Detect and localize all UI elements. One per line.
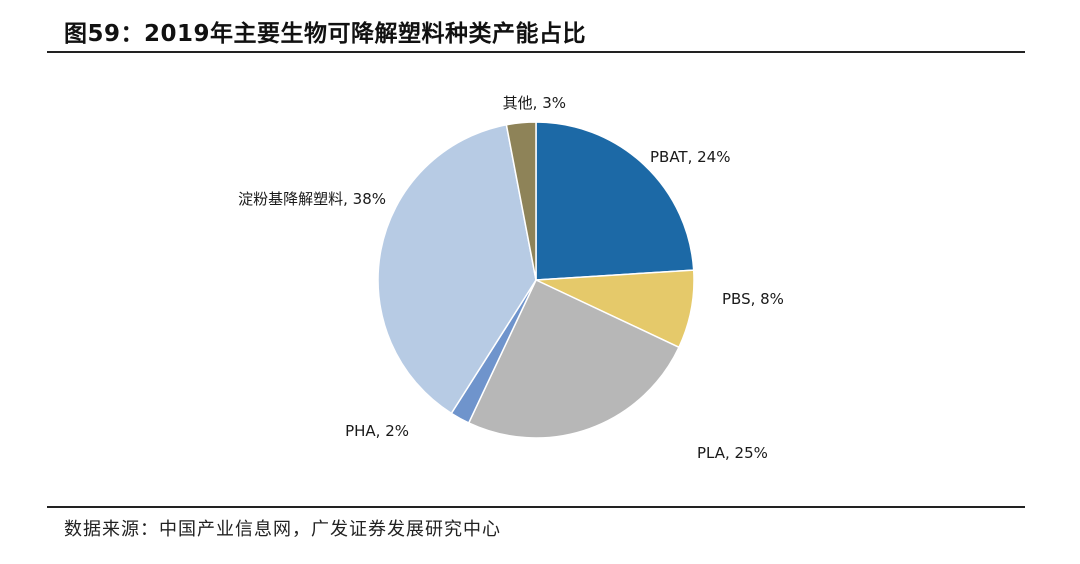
slice-label-pha: PHA, 2%	[345, 422, 409, 440]
slice-label-pbat: PBAT, 24%	[650, 148, 730, 166]
pie-slice-cat-5	[505, 121, 537, 281]
pie-slice-cat-4	[377, 124, 537, 415]
source-rule	[47, 506, 1025, 508]
pie-labels: PBAT, 24% PBS, 8% PLA, 25% PHA, 2% 淀粉基降解塑料, …	[238, 94, 784, 462]
slice-label-pbs: PBS, 8%	[722, 290, 784, 308]
title-rule	[47, 51, 1025, 53]
slice-label-pla: PLA, 25%	[697, 444, 768, 462]
slice-label-cat-4: 淀粉基降解塑料, 38%	[238, 190, 386, 208]
source-note: 数据来源：中国产业信息网，广发证券发展研究中心	[64, 519, 501, 540]
pie-slice-pbat	[535, 121, 695, 281]
slice-label-cat-5: 其他, 3%	[503, 94, 566, 112]
pie-slice-pla	[467, 279, 680, 439]
figure-title: 图59：2019年主要生物可降解塑料种类产能占比	[64, 21, 587, 47]
pie-slices	[377, 121, 695, 439]
